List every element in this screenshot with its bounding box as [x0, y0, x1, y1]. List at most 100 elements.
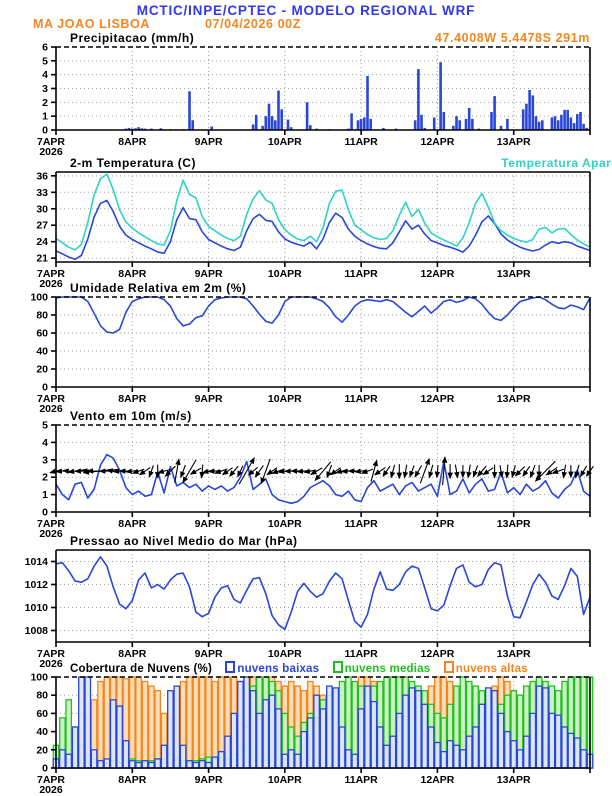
- panel-title-temperature: 2-m Temperatura (C) Temperatura Aparente…: [70, 156, 590, 170]
- svg-text:8APR: 8APR: [118, 136, 146, 148]
- svg-text:1012: 1012: [25, 579, 49, 591]
- y-axis-labels: 21 24 27 30 33 36: [36, 170, 56, 264]
- svg-text:8APR: 8APR: [118, 393, 146, 405]
- model-title: MCTIC/INPE/CPTEC - MODELO REGIONAL WRF: [0, 3, 612, 18]
- plot-frame: [56, 550, 590, 642]
- svg-text:2026: 2026: [39, 403, 63, 415]
- svg-text:9APR: 9APR: [195, 268, 223, 280]
- svg-text:1010: 1010: [25, 602, 49, 614]
- svg-text:2026: 2026: [39, 784, 63, 796]
- series-line: [56, 201, 590, 260]
- svg-text:2026: 2026: [39, 146, 63, 158]
- svg-text:8APR: 8APR: [118, 268, 146, 280]
- svg-text:9APR: 9APR: [195, 774, 223, 786]
- svg-text:12APR: 12APR: [420, 648, 454, 660]
- svg-text:11APR: 11APR: [345, 774, 379, 786]
- svg-text:100: 100: [30, 672, 48, 684]
- svg-text:13APR: 13APR: [497, 136, 531, 148]
- svg-text:10APR: 10APR: [268, 774, 302, 786]
- svg-text:1008: 1008: [25, 625, 49, 637]
- svg-text:0: 0: [42, 382, 48, 394]
- svg-text:4: 4: [42, 437, 48, 449]
- svg-text:9APR: 9APR: [195, 648, 223, 660]
- svg-text:1: 1: [42, 111, 48, 123]
- svg-text:11APR: 11APR: [345, 393, 379, 405]
- svg-text:10APR: 10APR: [268, 518, 302, 530]
- svg-text:80: 80: [36, 310, 48, 322]
- svg-text:11APR: 11APR: [345, 648, 379, 660]
- precip-bars: [125, 62, 588, 130]
- svg-text:3: 3: [42, 454, 48, 466]
- svg-text:60: 60: [36, 328, 48, 340]
- series-line: [56, 557, 590, 629]
- series-line: [56, 455, 590, 504]
- svg-text:10APR: 10APR: [268, 268, 302, 280]
- grid: [56, 47, 590, 130]
- svg-text:9APR: 9APR: [195, 518, 223, 530]
- svg-text:12APR: 12APR: [420, 393, 454, 405]
- svg-text:0: 0: [42, 763, 48, 775]
- svg-text:33: 33: [36, 187, 48, 199]
- svg-text:30: 30: [36, 203, 48, 215]
- svg-text:13APR: 13APR: [497, 774, 531, 786]
- svg-text:12APR: 12APR: [420, 774, 454, 786]
- svg-text:100: 100: [30, 292, 48, 304]
- svg-text:8APR: 8APR: [118, 774, 146, 786]
- svg-text:4: 4: [42, 69, 48, 81]
- plot-frame: [56, 297, 590, 387]
- svg-text:2026: 2026: [39, 278, 63, 290]
- svg-text:8APR: 8APR: [118, 518, 146, 530]
- svg-text:11APR: 11APR: [345, 136, 379, 148]
- station-name: MA JOAO LISBOA: [33, 17, 150, 31]
- svg-text:5: 5: [42, 420, 48, 432]
- svg-text:2026: 2026: [39, 528, 63, 540]
- svg-text:21: 21: [36, 253, 48, 265]
- svg-text:13APR: 13APR: [497, 268, 531, 280]
- grid: [56, 172, 590, 262]
- svg-text:5: 5: [42, 55, 48, 67]
- svg-text:24: 24: [36, 236, 48, 248]
- svg-text:6: 6: [42, 42, 48, 54]
- svg-text:12APR: 12APR: [420, 136, 454, 148]
- svg-text:2: 2: [42, 97, 48, 109]
- svg-text:36: 36: [36, 170, 48, 182]
- svg-text:80: 80: [36, 690, 48, 702]
- svg-text:12APR: 12APR: [420, 268, 454, 280]
- svg-text:13APR: 13APR: [497, 518, 531, 530]
- svg-text:10APR: 10APR: [268, 648, 302, 660]
- svg-text:27: 27: [36, 220, 48, 232]
- svg-text:2026: 2026: [39, 658, 63, 670]
- panel-title-precipitation: Precipitacao (mm/h): [70, 31, 194, 45]
- svg-text:9APR: 9APR: [195, 136, 223, 148]
- svg-text:10APR: 10APR: [268, 136, 302, 148]
- svg-text:9APR: 9APR: [195, 393, 223, 405]
- grid: [56, 297, 590, 387]
- plot-frame: [56, 172, 590, 262]
- svg-text:0: 0: [42, 507, 48, 519]
- plot-frame: [56, 425, 590, 512]
- svg-text:3: 3: [42, 83, 48, 95]
- apparent-temperature-label: Temperatura Aparente (C): [70, 156, 612, 170]
